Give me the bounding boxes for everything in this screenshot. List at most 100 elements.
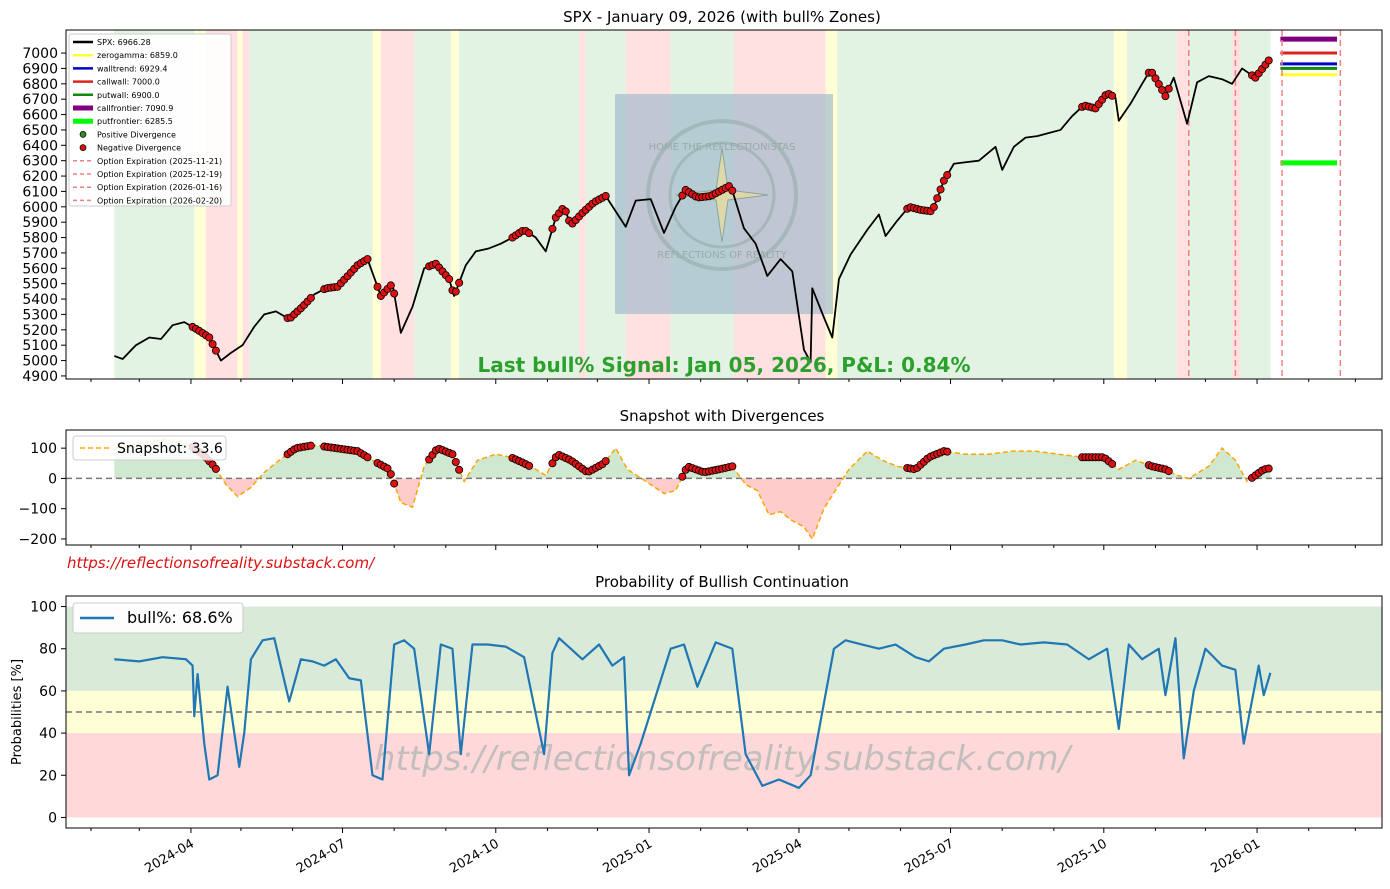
logo-text-bottom: REFLECTIONS OF REALITY xyxy=(657,250,787,261)
y-tick-label: 5800 xyxy=(22,231,58,247)
negative-divergence-marker xyxy=(548,224,557,233)
y-tick-label: 5900 xyxy=(22,215,58,231)
y-tick-label: 6700 xyxy=(22,92,58,108)
bull-zone-green xyxy=(459,30,580,379)
y-tick-label: 6900 xyxy=(22,61,58,77)
y-tick-label: 5600 xyxy=(22,261,58,277)
negative-divergence-marker xyxy=(373,282,382,291)
y-tick-label: 5500 xyxy=(22,277,58,293)
snapshot-panel: Snapshot with Divergences −200 −100 0 100 S… xyxy=(19,407,1383,550)
bull-zone-red xyxy=(1177,30,1189,379)
negative-divergence-marker xyxy=(390,289,399,298)
y-tick-label: 0 xyxy=(48,471,57,487)
y-tick-label: 80 xyxy=(39,642,57,658)
probability-band xyxy=(66,690,1382,734)
snapshot-divergence-marker xyxy=(548,459,557,468)
bull-zone-yellow xyxy=(237,30,243,379)
bull-zone-green xyxy=(1240,30,1271,379)
legend-label: putfrontier: 6285.5 xyxy=(97,117,173,126)
snapshot-plot-frame xyxy=(65,429,1383,546)
negative-divergence-marker xyxy=(525,229,534,238)
y-tick-label: 6500 xyxy=(22,123,58,139)
signal-annotation: Last bull% Signal: Jan 05, 2026, P&L: 0.… xyxy=(477,353,970,377)
negative-divergence-marker xyxy=(929,203,938,212)
snapshot-divergence-marker xyxy=(1264,464,1273,473)
y-tick-label: 5100 xyxy=(22,338,58,354)
negative-divergence-marker xyxy=(1164,84,1173,93)
negative-divergence-marker xyxy=(211,346,220,355)
negative-divergence-marker xyxy=(386,281,395,290)
negative-divergence-marker xyxy=(933,194,942,203)
snapshot-divergence-marker xyxy=(390,479,399,488)
snapshot-legend-label: Snapshot: 33.6 xyxy=(117,441,223,457)
bull-zone-green xyxy=(249,30,373,379)
negative-divergence-marker xyxy=(205,333,214,342)
legend-label: Option Expiration (2026-02-20) xyxy=(97,196,222,205)
snapshot-divergence-marker xyxy=(525,461,534,470)
snapshot-negative-fill xyxy=(114,478,1271,539)
snapshot-x-ticks xyxy=(90,545,1356,550)
snapshot-divergence-marker xyxy=(601,457,610,466)
spx-panel: SPX - January 09, 2026 (with bull% Zones… xyxy=(22,8,1383,385)
y-tick-label: 20 xyxy=(39,768,57,784)
legend-label: Positive Divergence xyxy=(97,130,176,139)
bull-zone-red xyxy=(579,30,586,379)
y-tick-label: 5700 xyxy=(22,246,58,262)
spx-legend: SPX: 6966.28 zerogamma: 6859.0 walltrend: … xyxy=(68,33,232,207)
bull-line xyxy=(114,637,1272,790)
snapshot-divergence-marker xyxy=(306,441,315,450)
negative-divergence-marker xyxy=(363,255,372,264)
spx-y-axis: 4900500051005200530054005500560057005800… xyxy=(22,46,66,385)
bull-y-label: Probabilities [%] xyxy=(10,659,25,765)
legend-marker xyxy=(79,131,87,138)
snapshot-fill xyxy=(114,439,1271,539)
legend-label: Option Expiration (2026-01-16) xyxy=(97,183,222,192)
legend-label: Option Expiration (2025-11-21) xyxy=(97,157,222,166)
legend-label: Option Expiration (2025-12-19) xyxy=(97,170,222,179)
logo-text-top: HOME THE REFLECTIONISTAS xyxy=(649,142,796,153)
legend-label: Negative Divergence xyxy=(97,144,181,153)
bull-title: Probability of Bullish Continuation xyxy=(595,573,849,591)
legend-label: callwall: 7000.0 xyxy=(97,78,160,87)
y-tick-label: 5400 xyxy=(22,292,58,308)
y-tick-label: 6300 xyxy=(22,154,58,170)
snapshot-divergence-marker xyxy=(728,462,737,471)
y-tick-label: 60 xyxy=(39,684,57,700)
bull-zone-red xyxy=(380,30,415,379)
big-watermark-url: https://reflectionsofreality.substack.co… xyxy=(374,739,1074,779)
y-tick-label: 6200 xyxy=(22,169,58,185)
negative-divergence-marker xyxy=(601,192,610,201)
snapshot-divergence-marker xyxy=(386,470,395,479)
negative-divergence-markers xyxy=(188,56,1273,355)
y-tick-label: 4900 xyxy=(22,369,58,385)
bull-zone-green xyxy=(837,30,1114,379)
snapshot-divergence-marker xyxy=(448,450,457,459)
bull-zone-green xyxy=(1188,30,1233,379)
y-tick-label: −200 xyxy=(19,532,57,548)
y-tick-label: 6600 xyxy=(22,108,58,124)
watermark-logo: HOME THE REFLECTIONISTAS REFLECTIONS OF … xyxy=(615,94,833,314)
bull-zone-red xyxy=(1232,30,1241,379)
probability-band xyxy=(66,606,1382,691)
bull-zone-yellow xyxy=(372,30,381,379)
y-tick-label: 6800 xyxy=(22,77,58,93)
legend-label: callfrontier: 7090.9 xyxy=(97,104,173,113)
option-expiration-lines xyxy=(1188,30,1342,379)
negative-divergence-marker xyxy=(208,340,217,349)
snapshot-divergence-marker xyxy=(1108,459,1117,468)
negative-divergence-marker xyxy=(1154,80,1163,89)
negative-divergence-marker xyxy=(943,171,952,180)
probability-bands xyxy=(66,606,1382,818)
bull-zone-yellow xyxy=(450,30,460,379)
negative-divergence-marker xyxy=(445,275,454,284)
bull-legend-label: bull%: 68.6% xyxy=(127,608,233,627)
snapshot-divergence-marker xyxy=(211,464,220,473)
y-tick-label: 5000 xyxy=(22,354,58,370)
substack-url: https://reflectionsofreality.substack.co… xyxy=(67,554,376,572)
y-tick-label: 40 xyxy=(39,726,57,742)
snapshot-divergence-marker xyxy=(678,472,687,481)
snapshot-legend: Snapshot: 33.6 xyxy=(72,435,227,461)
probability-band xyxy=(66,733,1382,818)
y-tick-label: 100 xyxy=(30,441,57,457)
bull-zone-red xyxy=(242,30,250,379)
